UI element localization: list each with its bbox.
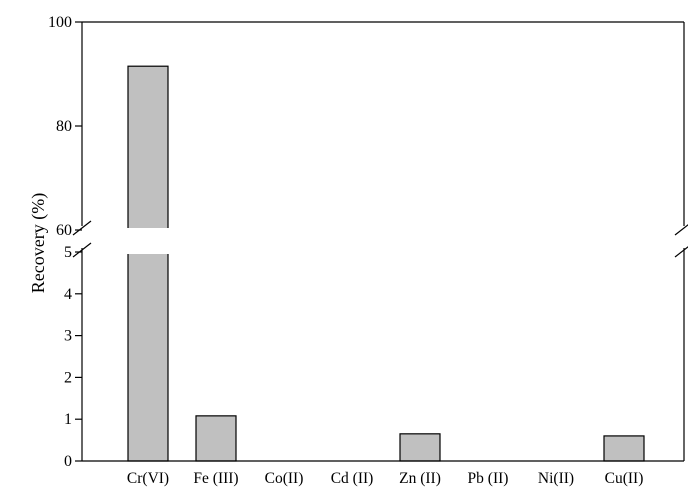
bar-0-upper	[127, 65, 169, 231]
x-tick-label: Cu(II)	[605, 470, 644, 487]
x-tick-label: Fe (III)	[193, 470, 238, 487]
y-axis-label: Recovery (%)	[28, 193, 49, 293]
y-tick-label: 3	[64, 328, 72, 345]
y-tick-label: 4	[64, 286, 72, 303]
bar-0-lower	[127, 251, 169, 462]
y-tick-label: 5	[64, 244, 72, 261]
y-tick-label: 100	[48, 14, 72, 31]
y-ticks-group: 0 1 2 3 4 5 60 80 100	[48, 14, 82, 470]
y-tick-label: 1	[64, 411, 72, 428]
x-tick-label: Co(II)	[265, 470, 304, 487]
x-ticks-group: Cr(VI) Fe (III) Co(II) Cd (II) Zn (II) Pb (II…	[127, 470, 643, 487]
axis-break-mark-left-lower	[72, 242, 92, 258]
axis-break-mark-right-lower	[674, 246, 688, 258]
x-tick-label: Zn (II)	[399, 470, 441, 487]
y-tick-label: 80	[56, 118, 72, 135]
bar-0-break-gap	[126, 228, 170, 254]
y-tick-label: 60	[56, 222, 72, 239]
axis-break-mark-right-upper	[674, 224, 688, 236]
y-tick-label: 2	[64, 369, 72, 386]
axis-break-mark-left-upper	[72, 220, 92, 236]
x-tick-label: Cd (II)	[331, 470, 374, 487]
bars-group	[126, 65, 645, 462]
bar-4	[399, 433, 441, 462]
y-tick-label: 0	[64, 453, 72, 470]
x-tick-label: Pb (II)	[468, 470, 509, 487]
x-tick-label: Cr(VI)	[127, 470, 169, 487]
bar-1	[195, 415, 237, 462]
x-tick-label: Ni(II)	[538, 470, 574, 487]
axes-group	[72, 21, 688, 462]
bar-7	[603, 435, 645, 462]
